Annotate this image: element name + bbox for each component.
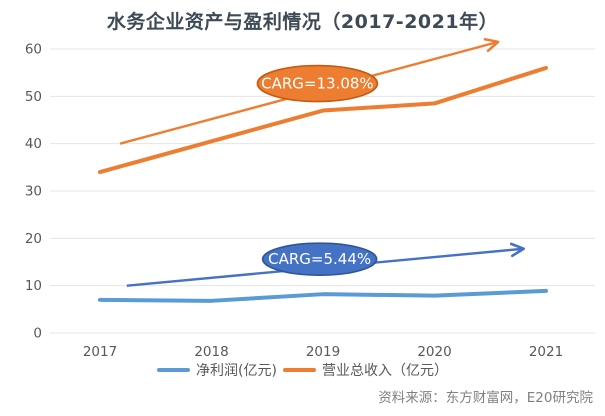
legend-label-net-profit: 净利润(亿元) xyxy=(196,363,277,379)
y-tick-label: 10 xyxy=(25,278,42,294)
net-profit-cagr-ellipse xyxy=(261,242,378,276)
x-tick-label: 2017 xyxy=(83,344,117,360)
legend-item-total-revenue: 营业总收入（亿元） xyxy=(282,360,448,380)
chart-title: 水务企业资产与盈利情况（2017-2021年） xyxy=(106,11,499,33)
x-tick-label: 2021 xyxy=(529,344,563,360)
line-chart: 0 10 20 30 40 50 60 2017 2018 2019 2020 2021 CARG=13… xyxy=(25,37,595,360)
total-revenue-cagr-ellipse xyxy=(256,64,379,103)
net-profit-line xyxy=(98,288,548,303)
y-tick-label: 20 xyxy=(25,231,42,247)
legend-item-net-profit: 净利润(亿元) xyxy=(157,360,277,380)
legend-swatch-net-profit xyxy=(157,368,191,372)
y-tick-label: 60 xyxy=(25,42,42,58)
y-tick-label: 30 xyxy=(25,184,42,200)
x-tick-label: 2019 xyxy=(306,344,340,360)
y-tick-label: 40 xyxy=(25,136,42,152)
y-tick-label: 0 xyxy=(33,326,42,342)
x-tick-label: 2018 xyxy=(194,344,228,360)
net-profit-cagr-label: CARG=5.44% xyxy=(268,250,371,268)
y-tick-label: 50 xyxy=(25,89,42,105)
source-note: 资料来源：东方财富网，E20研究院 xyxy=(378,390,593,406)
chart-legend: 净利润(亿元) 营业总收入（亿元） xyxy=(0,360,605,380)
legend-label-total-revenue: 营业总收入（亿元） xyxy=(321,363,448,379)
total-revenue-line xyxy=(98,65,548,175)
legend-swatch-total-revenue xyxy=(282,368,316,372)
x-tick-label: 2020 xyxy=(417,344,451,360)
total-revenue-cagr-label: CARG=13.08% xyxy=(261,75,374,93)
